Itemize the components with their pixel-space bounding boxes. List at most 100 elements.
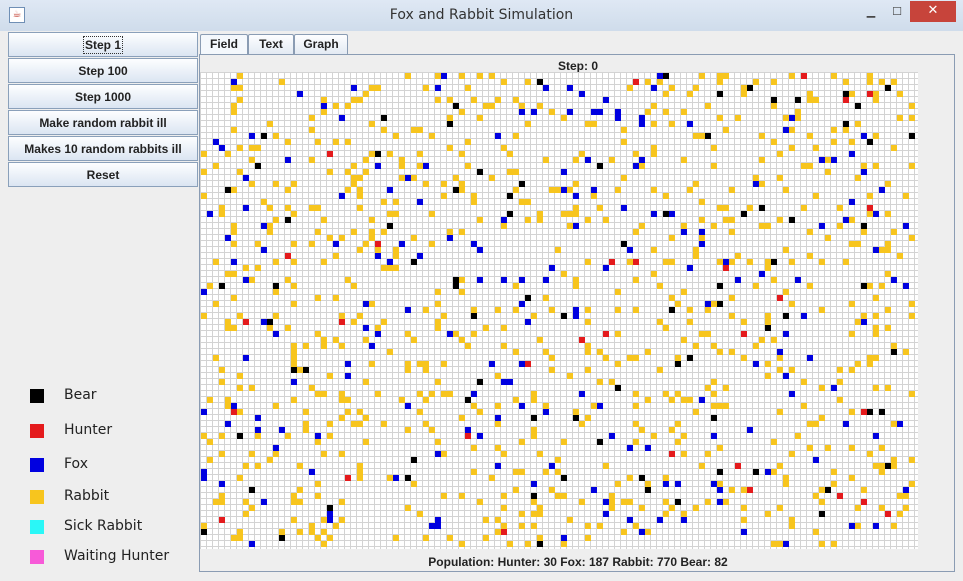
rabbit-cell: [873, 331, 879, 337]
fox-cell: [681, 229, 687, 235]
rabbit-cell: [867, 355, 873, 361]
rabbit-cell: [387, 151, 393, 157]
rabbit-cell: [801, 379, 807, 385]
fox-cell: [819, 223, 825, 229]
rabbit-cell: [819, 541, 825, 547]
hunter-cell: [801, 73, 807, 79]
fox-cell: [573, 307, 579, 313]
rabbit-cell: [267, 457, 273, 463]
tab-graph[interactable]: Graph: [294, 34, 348, 54]
fox-cell: [201, 475, 207, 481]
step-1000-button[interactable]: Step 1000: [8, 84, 198, 109]
bear-cell: [561, 475, 567, 481]
rabbit-cell: [441, 193, 447, 199]
rabbit-cell: [339, 415, 345, 421]
rabbit-cell: [849, 367, 855, 373]
rabbit-cell: [315, 229, 321, 235]
rabbit-cell: [831, 541, 837, 547]
rabbit-cell: [753, 283, 759, 289]
maximize-button[interactable]: ☐: [884, 2, 910, 22]
rabbit-cell: [357, 205, 363, 211]
rabbit-cell: [309, 205, 315, 211]
rabbit-cell: [807, 91, 813, 97]
rabbit-cell: [705, 103, 711, 109]
rabbit-cell: [471, 445, 477, 451]
tab-text[interactable]: Text: [248, 34, 294, 54]
rabbit-cell: [213, 499, 219, 505]
rabbit-cell: [705, 331, 711, 337]
fox-cell: [621, 205, 627, 211]
rabbit-cell: [321, 391, 327, 397]
rabbit-cell: [315, 295, 321, 301]
step-100-button[interactable]: Step 100: [8, 58, 198, 83]
rabbit-cell: [831, 481, 837, 487]
bear-cell: [465, 397, 471, 403]
rabbit-cell: [687, 319, 693, 325]
rabbit-cell: [243, 499, 249, 505]
close-icon: ✕: [927, 3, 939, 18]
rabbit-cell: [291, 355, 297, 361]
rabbit-cell: [327, 169, 333, 175]
rabbit-cell: [351, 163, 357, 169]
rabbit-cell: [585, 367, 591, 373]
rabbit-cell: [351, 421, 357, 427]
make-10-rabbits-ill-button[interactable]: Makes 10 random rabbits ill: [8, 136, 198, 161]
make-rabbit-ill-button[interactable]: Make random rabbit ill: [8, 110, 198, 135]
fox-cell: [243, 277, 249, 283]
hunter-cell: [219, 517, 225, 523]
rabbit-cell: [495, 421, 501, 427]
rabbit-cell: [267, 229, 273, 235]
rabbit-cell: [801, 403, 807, 409]
rabbit-cell: [645, 481, 651, 487]
fox-cell: [789, 391, 795, 397]
rabbit-cell: [267, 223, 273, 229]
close-button[interactable]: ✕: [910, 1, 956, 22]
rabbit-cell: [651, 433, 657, 439]
rabbit-cell: [849, 91, 855, 97]
tab-field[interactable]: Field: [200, 34, 248, 54]
hunter-cell: [609, 259, 615, 265]
rabbit-cell: [219, 367, 225, 373]
rabbit-cell: [243, 265, 249, 271]
rabbit-cell: [867, 193, 873, 199]
rabbit-cell: [885, 247, 891, 253]
rabbit-cell: [729, 295, 735, 301]
fox-cell: [519, 403, 525, 409]
fox-cell: [663, 481, 669, 487]
rabbit-cell: [639, 223, 645, 229]
fox-cell: [747, 427, 753, 433]
fox-cell: [501, 379, 507, 385]
rabbit-cell: [663, 475, 669, 481]
bear-cell: [405, 475, 411, 481]
bear-cell: [507, 211, 513, 217]
rabbit-cell: [873, 313, 879, 319]
hunter-cell: [525, 361, 531, 367]
rabbit-cell: [873, 133, 879, 139]
rabbit-cell: [741, 487, 747, 493]
reset-button[interactable]: Reset: [8, 162, 198, 187]
rabbit-cell: [669, 427, 675, 433]
rabbit-cell: [531, 427, 537, 433]
fox-cell: [783, 127, 789, 133]
fox-cell: [231, 259, 237, 265]
fox-cell: [873, 433, 879, 439]
rabbit-cell: [651, 145, 657, 151]
rabbit-cell: [213, 163, 219, 169]
rabbit-cell: [237, 169, 243, 175]
step-1-button[interactable]: Step 1: [8, 32, 198, 57]
rabbit-cell: [363, 91, 369, 97]
rabbit-cell: [303, 421, 309, 427]
rabbit-cell: [285, 139, 291, 145]
rabbit-cell: [681, 397, 687, 403]
rabbit-cell: [249, 145, 255, 151]
rabbit-cell: [537, 217, 543, 223]
rabbit-cell: [699, 133, 705, 139]
bear-cell: [615, 385, 621, 391]
rabbit-cell: [669, 397, 675, 403]
rabbit-cell: [303, 343, 309, 349]
legend-label: Sick Rabbit: [64, 518, 143, 534]
hunter-cell: [345, 475, 351, 481]
minimize-button[interactable]: ▁: [858, 2, 884, 22]
rabbit-cell: [273, 451, 279, 457]
rabbit-cell: [909, 163, 915, 169]
